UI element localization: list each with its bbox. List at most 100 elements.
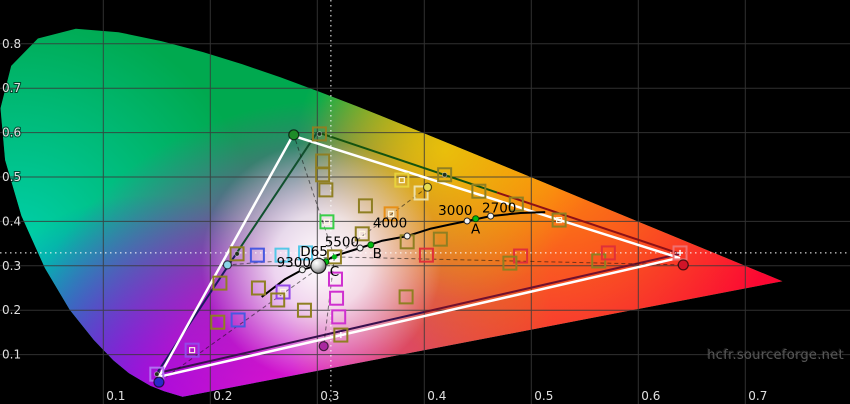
gamut-square-inner	[388, 210, 395, 217]
curve-temp-marker	[298, 266, 306, 274]
reference-gamut-edge	[496, 191, 681, 255]
gamut-square	[600, 245, 616, 261]
gamut-square	[298, 245, 314, 261]
temperature-label: D65	[300, 244, 328, 260]
yellow-secondary-circle	[422, 182, 433, 192]
gamut-square	[327, 271, 343, 287]
reference-gamut-edge	[236, 131, 319, 254]
y-axis-tick-label: 0.7	[2, 81, 21, 95]
measured-white-dot	[331, 254, 337, 260]
curve-temp-marker	[463, 217, 471, 225]
red-primary-circle	[677, 259, 689, 271]
illuminant-label: B	[373, 246, 382, 262]
gamut-square	[437, 167, 453, 183]
gamut-square	[319, 214, 335, 230]
gamut-square	[354, 226, 370, 242]
blue-primary-circle	[153, 376, 165, 388]
gamut-square-inner	[189, 347, 196, 354]
y-axis-tick-label: 0.2	[2, 303, 21, 317]
gamut-square	[394, 172, 410, 188]
cyan-secondary-circle	[222, 260, 233, 270]
saturation-dashed-line	[158, 256, 335, 383]
curve-temp-marker	[356, 244, 364, 252]
gamut-square	[249, 247, 265, 263]
x-axis-tick-label: 0.1	[106, 389, 125, 403]
temperature-label: 3000	[438, 203, 472, 219]
gamut-square-inner	[323, 218, 331, 225]
gamut-square	[326, 249, 342, 265]
gamut-square	[315, 167, 331, 183]
curve-temp-marker	[487, 212, 495, 220]
gamut-square	[184, 342, 200, 358]
gamut-square	[551, 212, 567, 228]
reference-target-dot	[441, 172, 448, 178]
gamut-square	[318, 182, 334, 198]
x-axis-tick-label: 0.3	[320, 389, 339, 403]
x-axis-tick-label: 0.4	[427, 389, 446, 403]
gamut-square	[311, 126, 327, 142]
gamut-square	[212, 275, 228, 291]
gamut-square	[275, 284, 291, 300]
saturation-dashed-line	[334, 256, 684, 266]
illuminant-label: C	[330, 264, 339, 280]
y-axis-tick-label: 0.3	[2, 259, 21, 273]
curve-temp-marker	[403, 232, 411, 240]
gamut-square	[333, 327, 349, 343]
gamut-square	[296, 302, 312, 318]
x-axis-tick-label: 0.2	[213, 389, 232, 403]
white-point-sphere	[310, 257, 327, 274]
gamut-square-inner	[359, 230, 366, 237]
axis-labels: 0.1 0.2 0.3 0.4 0.5 0.6 0.7 0.1 0.2 0.3 0.4 0.5 0.6 0…	[1, 36, 768, 404]
y-axis-tick-label: 0.4	[2, 214, 21, 228]
gamut-squares	[149, 126, 688, 382]
magenta-secondary-circle	[318, 341, 329, 352]
gamut-square	[329, 290, 345, 306]
saturation-dashed-line	[293, 134, 335, 258]
illuminant-label: A	[471, 221, 481, 237]
reference-gamut-edge	[156, 311, 425, 375]
gamut-square	[229, 246, 245, 262]
gamut-square	[432, 231, 448, 247]
gamut-square	[398, 289, 414, 305]
reference-target-dot	[316, 131, 323, 137]
reference-target-dot	[234, 251, 240, 257]
y-axis-tick-label: 0.1	[2, 348, 21, 362]
green-primary-circle	[288, 129, 300, 141]
gamut-square-inner	[398, 177, 405, 184]
gamut-square	[413, 185, 429, 201]
temperature-label: 9300	[277, 255, 311, 271]
saturation-dashed-line	[334, 186, 428, 258]
gamut-square	[357, 198, 373, 214]
illuminant-dot	[472, 215, 480, 223]
y-axis-tick-label: 0.8	[2, 37, 21, 51]
temperature-label: 4000	[373, 216, 407, 232]
gamut-square	[230, 312, 246, 328]
gamut-square	[270, 292, 286, 308]
y-axis-tick-label: 0.6	[2, 126, 21, 140]
gamut-square	[250, 280, 266, 296]
gamut-square-inner	[302, 249, 309, 257]
y-axis-tick-label: 0.5	[2, 170, 21, 184]
temperature-label: 2700	[482, 201, 516, 217]
gamut-square	[471, 183, 487, 199]
reference-gamut-edge	[155, 251, 238, 374]
illuminant-dot	[367, 241, 375, 249]
gamut-square	[383, 206, 399, 222]
reference-target-dot	[154, 371, 160, 377]
gamut-square-inner	[279, 288, 287, 296]
gamut-square	[210, 314, 226, 330]
measured-point-circles	[153, 129, 689, 388]
reference-gamut-edge	[316, 131, 498, 194]
gamut-square	[502, 255, 518, 271]
hcfr-watermark: hcfr.sourceforge.net	[707, 348, 844, 363]
gamut-square	[418, 247, 434, 263]
gamut-square	[508, 196, 524, 212]
gamut-square	[274, 247, 290, 263]
gamut-square-inner	[556, 216, 563, 224]
x-axis-tick-label: 0.7	[748, 389, 767, 403]
